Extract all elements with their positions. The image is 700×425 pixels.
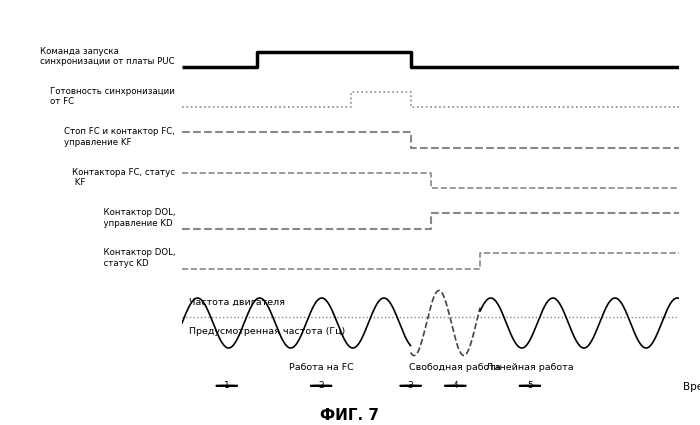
Text: Предусмотренная частота (Гц): Предусмотренная частота (Гц) bbox=[189, 327, 345, 336]
Text: 5: 5 bbox=[527, 381, 533, 390]
Text: Частота двигателя: Частота двигателя bbox=[189, 298, 285, 307]
Text: ФИГ. 7: ФИГ. 7 bbox=[321, 408, 379, 423]
Text: Готовность синхронизации
от FC: Готовность синхронизации от FC bbox=[50, 87, 175, 106]
Text: Контактора FC, статус
 KF: Контактора FC, статус KF bbox=[72, 168, 175, 187]
Text: Контактор DOL,
  статус KD: Контактор DOL, статус KD bbox=[97, 249, 175, 268]
Text: Команда запуска
синхронизации от платы PUC: Команда запуска синхронизации от платы P… bbox=[41, 47, 175, 66]
Text: Линейная работа: Линейная работа bbox=[486, 363, 574, 372]
Text: 3: 3 bbox=[407, 381, 414, 390]
Text: 2: 2 bbox=[318, 381, 324, 390]
Text: 4: 4 bbox=[452, 381, 458, 390]
Text: Свободная работа: Свободная работа bbox=[410, 363, 501, 372]
Text: Время: Время bbox=[682, 382, 700, 392]
Text: Контактор DOL,
  управление KD: Контактор DOL, управление KD bbox=[97, 208, 175, 227]
Text: Стоп FC и контактор FC,
управление KF: Стоп FC и контактор FC, управление KF bbox=[64, 128, 175, 147]
Text: Работа на FC: Работа на FC bbox=[289, 363, 354, 372]
Text: 1: 1 bbox=[224, 381, 230, 390]
